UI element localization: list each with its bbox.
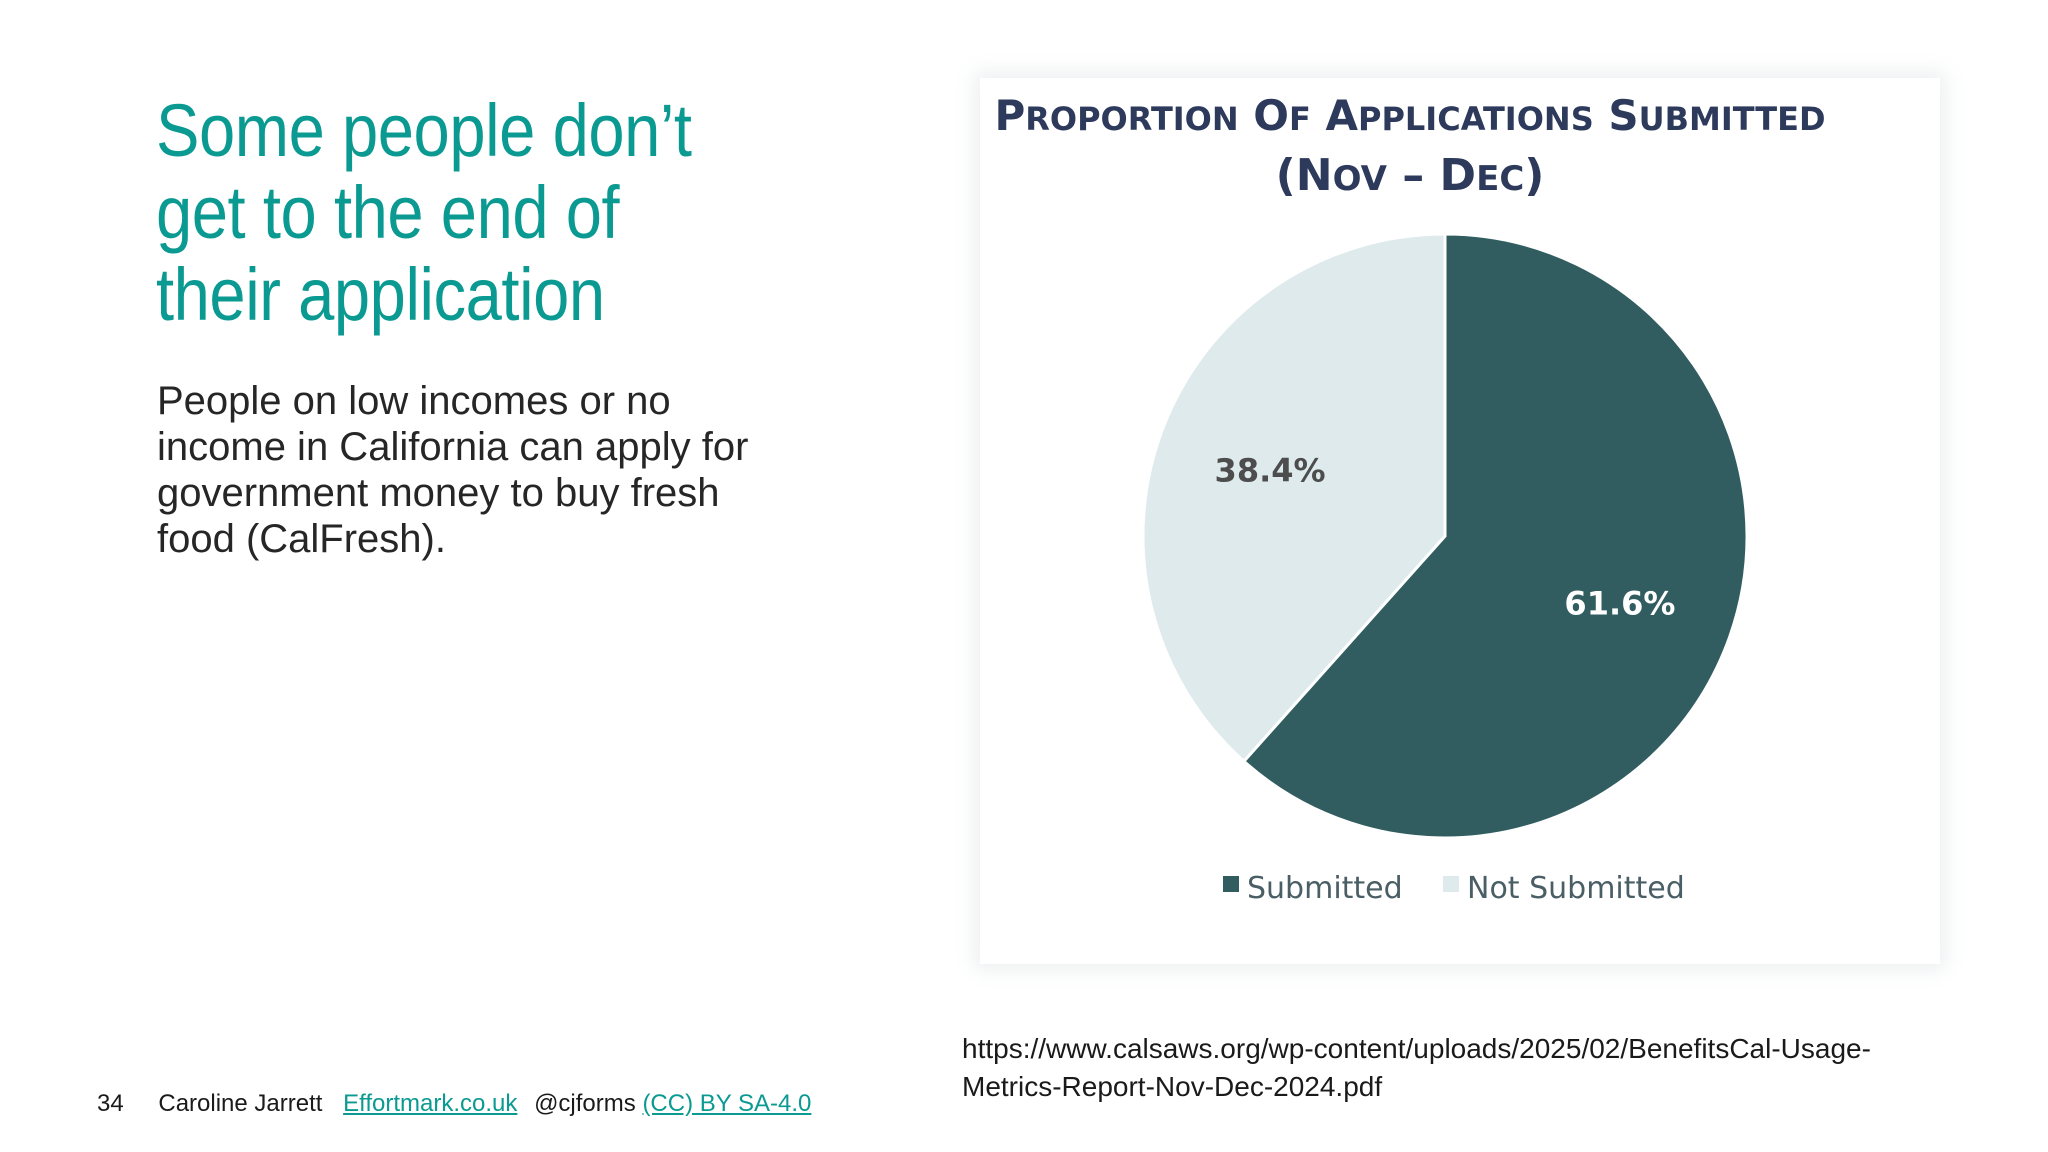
- license-link[interactable]: (CC) BY SA-4.0: [642, 1090, 812, 1117]
- footer-handle: @cjforms: [534, 1090, 636, 1117]
- pie-chart: PROPORTION OF APPLICATIONS SUBMITTED (NO…: [994, 91, 1825, 906]
- legend-swatch-submitted: [1223, 876, 1239, 892]
- slide-number: 34: [97, 1090, 124, 1117]
- data-label-submitted: 61.6%: [1564, 585, 1675, 623]
- chart-title-line-1: PROPORTION OF APPLICATIONS SUBMITTED: [994, 91, 1825, 140]
- pie-slices: [1141, 232, 1749, 840]
- slide-body-text: People on low incomes or no income in Ca…: [157, 379, 749, 561]
- slide-title: Some people don’t get to the end of thei…: [156, 89, 692, 336]
- slide-footer: 34 Caroline Jarrett Effortmark.co.uk @cj…: [97, 1090, 811, 1118]
- pie-slice-not-submitted: [1141, 232, 1447, 764]
- website-link[interactable]: Effortmark.co.uk: [343, 1090, 518, 1117]
- chart-image-panel: PROPORTION OF APPLICATIONS SUBMITTED (NO…: [980, 78, 1940, 964]
- data-label-not-submitted: 38.4%: [1215, 451, 1326, 489]
- pie-labels: 61.6% 38.4%: [1215, 451, 1676, 622]
- legend-swatch-not-submitted: [1443, 876, 1459, 892]
- source-url: https://www.calsaws.org/wp-content/uploa…: [962, 1033, 1871, 1102]
- pie-slice-submitted: [1241, 232, 1749, 840]
- legend-label-not-submitted: Not Submitted: [1467, 871, 1685, 906]
- legend-label-submitted: Submitted: [1247, 871, 1403, 906]
- footer-author: Caroline Jarrett: [158, 1090, 323, 1117]
- chart-legend: Submitted Not Submitted: [1223, 871, 1685, 906]
- chart-title-line-2: (NOV – DEC): [1276, 150, 1545, 201]
